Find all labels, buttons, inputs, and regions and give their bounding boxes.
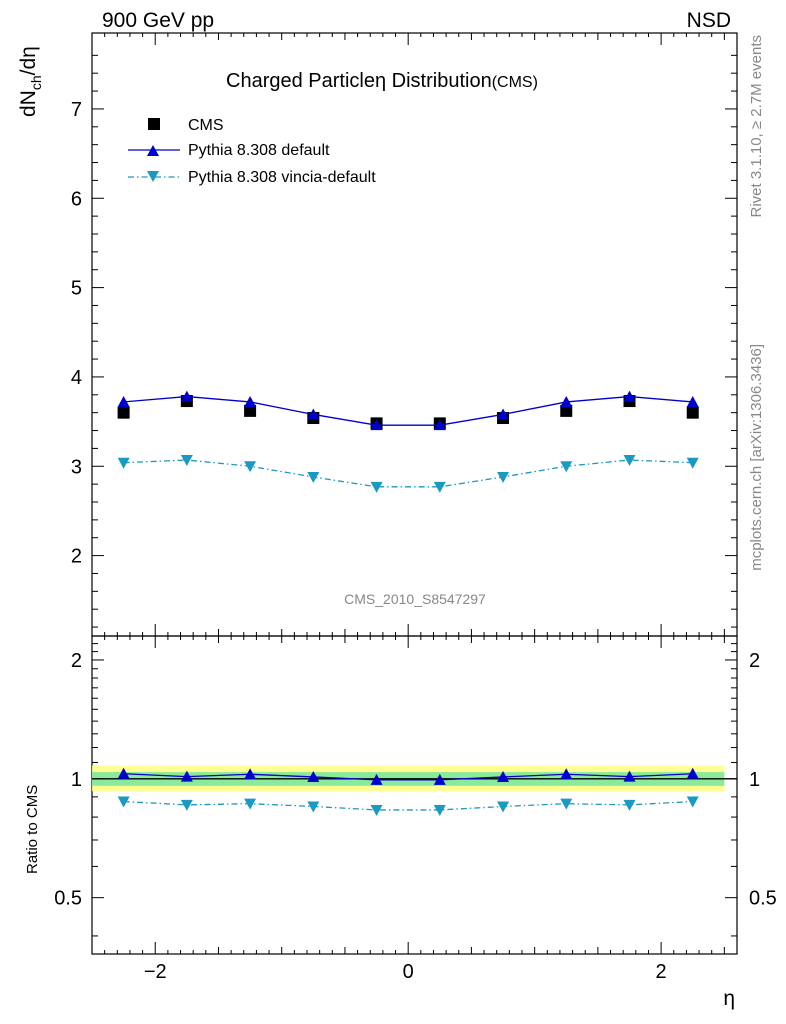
ratio-series-line-default	[123, 773, 693, 781]
legend-label-vincia: Pythia 8.308 vincia-default	[188, 169, 376, 186]
legend-marker-cms	[148, 118, 160, 130]
ratio-vincia-point	[244, 798, 257, 810]
ratio-y-tick-label: 0.5	[54, 888, 82, 910]
main-plot-title: Charged Particleη Distribution(CMS)	[226, 70, 538, 92]
ratio-y-tick-label-right: 1	[749, 769, 760, 791]
cms-data-point	[560, 404, 573, 417]
vincia-data-point	[497, 471, 510, 483]
default-data-point	[307, 408, 320, 420]
vincia-data-point	[686, 457, 699, 469]
ratio-series-line-vincia	[123, 800, 693, 811]
y-tick-label: 6	[71, 188, 82, 210]
vincia-data-point	[180, 455, 193, 467]
ratio-vincia-point	[307, 801, 320, 813]
ratio-default-point	[623, 770, 636, 782]
axes-ticks: −2 0 2 2 3 4 5 6 7 0.5 0.5 1 1 2 2	[54, 33, 777, 983]
ratio-vincia-point	[686, 796, 699, 808]
header-left-label: 900 GeV pp	[102, 9, 214, 32]
ratio-vincia-point	[117, 796, 130, 808]
cms-data-point	[686, 406, 699, 419]
default-data-point	[560, 395, 573, 407]
ratio-vincia-point	[370, 804, 383, 816]
y-tick-label: 5	[71, 278, 82, 300]
legend-label-cms: CMS	[188, 117, 224, 134]
main-series-line-default	[123, 395, 693, 426]
ratio-plot-frame	[91, 635, 738, 955]
ratio-series	[117, 767, 699, 816]
default-data-point	[497, 408, 510, 420]
ratio-y-tick-label-right: 0.5	[749, 888, 777, 910]
default-data-point	[433, 419, 446, 431]
vincia-data-point	[560, 461, 573, 473]
x-tick-label: −2	[144, 961, 167, 983]
default-data-point	[244, 395, 257, 407]
main-series	[117, 390, 699, 493]
x-tick-label: 2	[656, 961, 667, 983]
main-series-line-vincia	[123, 459, 693, 488]
legend-marker-default	[147, 145, 159, 156]
y-tick-label: 4	[71, 367, 82, 389]
cms-data-point	[244, 404, 257, 417]
ratio-default-point	[244, 768, 257, 780]
ratio-ylabel: Ratio to CMS	[24, 785, 41, 874]
legend: CMS Pythia 8.308 default Pythia 8.308 vi…	[128, 117, 376, 186]
ratio-y-tick-label-right: 2	[749, 650, 760, 672]
vincia-data-point	[370, 481, 383, 493]
y-tick-label: 2	[71, 546, 82, 568]
ratio-vincia-point	[497, 801, 510, 813]
default-data-point	[117, 395, 130, 407]
ratio-vincia-point	[433, 804, 446, 816]
ratio-default-point	[180, 770, 193, 782]
ratio-y-tick-label: 2	[71, 650, 82, 672]
y-tick-label: 7	[71, 99, 82, 121]
default-data-point	[370, 419, 383, 431]
vincia-data-point	[117, 457, 130, 469]
ratio-vincia-point	[180, 799, 193, 811]
analysis-id-label: CMS_2010_S8547297	[344, 591, 486, 607]
default-data-point	[180, 390, 193, 402]
default-data-point	[686, 395, 699, 407]
header-right-label: NSD	[687, 9, 731, 32]
ratio-default-point	[433, 773, 446, 785]
legend-marker-vincia	[147, 171, 159, 182]
ratio-y-tick-label: 1	[71, 769, 82, 791]
vincia-data-point	[623, 455, 636, 467]
legend-label-default: Pythia 8.308 default	[188, 142, 330, 159]
vincia-data-point	[244, 461, 257, 473]
ratio-default-point	[686, 767, 699, 779]
ratio-default-point	[370, 773, 383, 785]
mcplots-label: mcplots.cern.ch [arXiv:1306.3436]	[748, 344, 765, 571]
x-tick-label: 0	[403, 961, 414, 983]
ratio-vincia-point	[560, 798, 573, 810]
ratio-vincia-point	[623, 799, 636, 811]
ratio-default-point	[117, 767, 130, 779]
vincia-data-point	[433, 481, 446, 493]
y-tick-label: 3	[71, 456, 82, 478]
rivet-label: Rivet 3.1.10, ≥ 2.7M events	[748, 35, 765, 218]
vincia-data-point	[307, 471, 320, 483]
ratio-default-point	[560, 768, 573, 780]
ratio-default-point	[307, 770, 320, 782]
cms-data-point	[117, 406, 130, 419]
default-data-point	[623, 390, 636, 402]
ratio-default-point	[497, 770, 510, 782]
x-axis-label: η	[723, 987, 735, 1010]
main-ylabel: dNch/dη	[17, 46, 44, 117]
